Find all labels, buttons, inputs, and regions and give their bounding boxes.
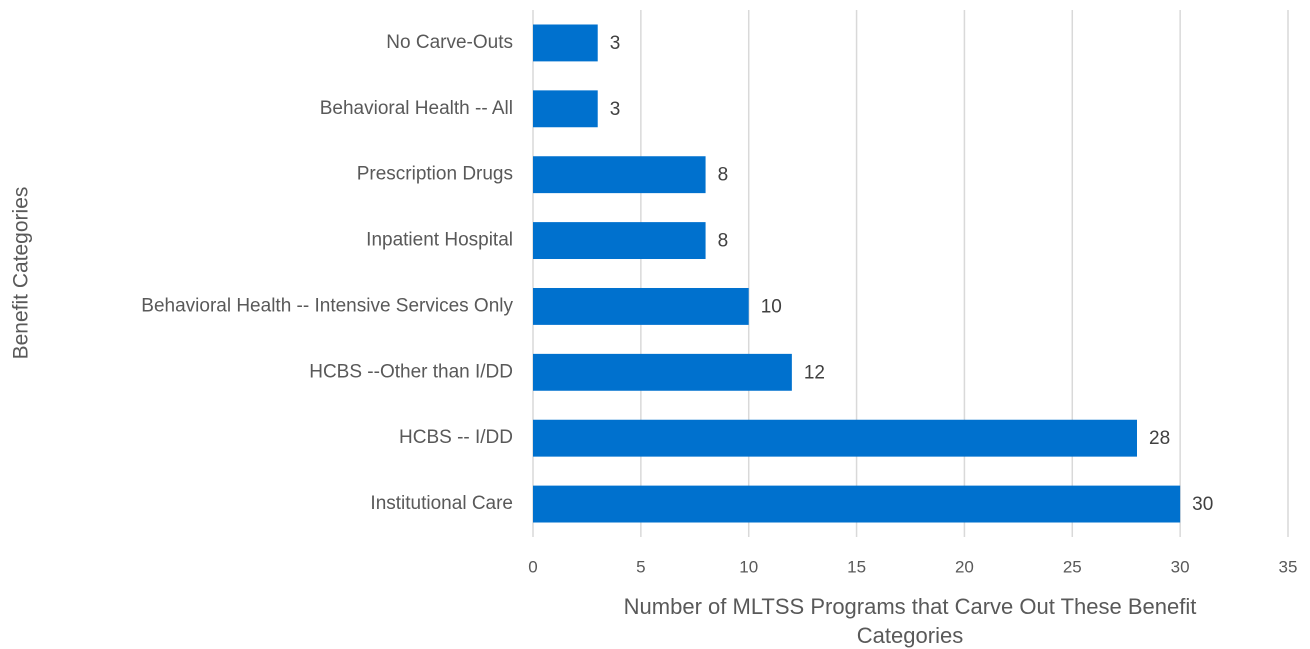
bar bbox=[533, 353, 792, 391]
y-axis-label: Benefit Categories bbox=[10, 187, 33, 360]
y-tick-label: No Carve-Outs bbox=[386, 32, 513, 53]
data-label: 8 bbox=[718, 231, 729, 252]
y-tick-label: Institutional Care bbox=[370, 493, 513, 514]
bar bbox=[533, 90, 598, 128]
data-label: 30 bbox=[1192, 494, 1213, 515]
bar bbox=[533, 287, 749, 325]
data-label: 10 bbox=[761, 296, 782, 317]
x-tick-label: 35 bbox=[1279, 557, 1298, 576]
y-tick-label: Inpatient Hospital bbox=[366, 230, 513, 251]
x-tick-label: 5 bbox=[636, 557, 645, 576]
x-tick-label: 30 bbox=[1171, 557, 1190, 576]
y-tick-label: Behavioral Health -- All bbox=[320, 98, 513, 119]
bar bbox=[533, 222, 706, 260]
bar bbox=[533, 24, 598, 62]
x-tick-label: 15 bbox=[847, 557, 866, 576]
bar bbox=[533, 156, 706, 194]
data-label: 3 bbox=[610, 33, 621, 54]
x-tick-label: 10 bbox=[739, 557, 758, 576]
data-label: 28 bbox=[1149, 428, 1170, 449]
bar bbox=[533, 419, 1137, 457]
bar bbox=[533, 485, 1181, 523]
x-tick-label: 0 bbox=[528, 557, 537, 576]
x-tick-label: 25 bbox=[1063, 557, 1082, 576]
y-tick-label: HCBS -- I/DD bbox=[399, 427, 513, 448]
y-tick-label: Behavioral Health -- Intensive Services … bbox=[141, 295, 513, 316]
y-tick-label: Prescription Drugs bbox=[357, 164, 513, 185]
y-tick-label: HCBS --Other than I/DD bbox=[309, 361, 513, 382]
data-label: 12 bbox=[804, 362, 825, 383]
data-label: 3 bbox=[610, 99, 621, 120]
x-axis-label: Number of MLTSS Programs that Carve Out … bbox=[623, 594, 1197, 648]
data-label: 8 bbox=[718, 165, 729, 186]
x-tick-label: 20 bbox=[955, 557, 974, 576]
